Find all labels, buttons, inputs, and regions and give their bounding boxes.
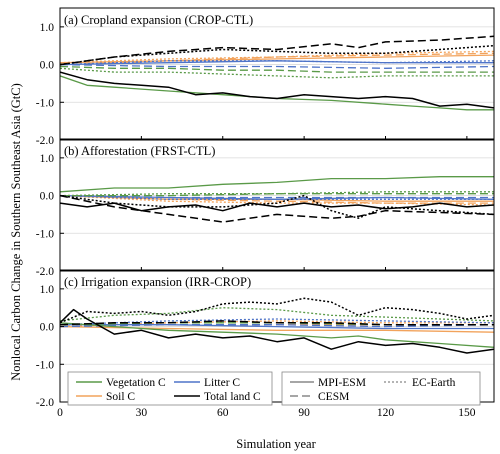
series-line <box>60 322 494 348</box>
legend-label-ec-earth: EC-Earth <box>412 377 456 389</box>
x-tick-label: 0 <box>57 407 63 419</box>
series-line <box>60 297 494 324</box>
series-line <box>60 67 494 79</box>
y-axis-title: Nonlocal Carbon Change in Southern South… <box>9 83 23 381</box>
y-tick-label: 1.0 <box>40 284 55 296</box>
panel: -2.0 -1.0 0.0 1.0 (a) Cropland expansion (CR… <box>36 7 495 147</box>
legend: Vegetation C Soil C Litter C Total land … <box>67 371 481 406</box>
legend-label-litter: Litter C <box>204 377 240 389</box>
y-tick-label: 0.0 <box>40 60 55 72</box>
series-line <box>60 176 494 193</box>
series-line <box>60 194 494 223</box>
legend-label-soil: Soil C <box>106 391 135 403</box>
y-tick-label: -2.0 <box>36 266 54 278</box>
series-line <box>60 308 494 354</box>
series-line <box>60 63 494 69</box>
legend-models-box <box>281 371 481 406</box>
y-tick-label: -1.0 <box>36 228 54 240</box>
legend-label-vegetation: Vegetation C <box>106 377 166 389</box>
y-tick-label: -1.0 <box>36 97 54 109</box>
panel: -2.0 -1.0 0.0 1.0 (c) Irrigation expansion (… <box>36 269 495 419</box>
legend-label-cesm: CESM <box>318 391 349 403</box>
y-tick-label: -2.0 <box>36 135 54 147</box>
panel: -2.0 -1.0 0.0 1.0 (b) Afforestation (FRST-CT… <box>36 138 495 278</box>
panel-title: (c) Irrigation expansion (IRR-CROP) <box>64 275 251 289</box>
panel-title: (b) Afforestation (FRST-CTL) <box>64 144 215 158</box>
legend-label-total: Total land C <box>204 391 261 403</box>
y-tick-label: -2.0 <box>36 397 54 409</box>
x-tick-label: 150 <box>458 407 476 419</box>
panel-title: (a) Cropland expansion (CROP-CTL) <box>64 13 253 27</box>
panel-frame <box>59 138 495 272</box>
panel-frame <box>59 269 495 403</box>
series-line <box>60 202 494 212</box>
x-tick-label: 120 <box>377 407 395 419</box>
y-tick-label: -1.0 <box>36 359 54 371</box>
series-line <box>60 193 494 197</box>
series-line <box>60 324 494 328</box>
series-line <box>60 71 494 109</box>
x-tick-label: 90 <box>298 407 310 419</box>
x-axis-title: Simulation year <box>236 437 316 451</box>
y-tick-label: 1.0 <box>40 153 55 165</box>
y-tick-label: 0.0 <box>40 322 55 334</box>
series-group <box>60 35 494 111</box>
y-tick-label: 1.0 <box>40 22 55 34</box>
x-tick-label: 60 <box>217 407 229 419</box>
series-line <box>60 320 494 326</box>
series-line <box>60 35 494 66</box>
legend-variables-box <box>67 371 273 406</box>
series-line <box>60 307 494 322</box>
legend-label-mpi: MPI-ESM <box>318 377 366 389</box>
panel-frame <box>59 7 495 141</box>
x-tick-label: 30 <box>136 407 148 419</box>
series-line <box>60 60 494 66</box>
series-line <box>60 75 494 111</box>
series-line <box>60 65 494 73</box>
series-line <box>60 194 494 199</box>
series-line <box>60 194 494 200</box>
series-group <box>60 297 494 354</box>
panels: -2.0 -1.0 0.0 1.0 (a) Cropland expansion (CR… <box>36 7 495 419</box>
series-line <box>60 194 494 219</box>
y-tick-label: 0.0 <box>40 191 55 203</box>
series-group <box>60 176 494 223</box>
